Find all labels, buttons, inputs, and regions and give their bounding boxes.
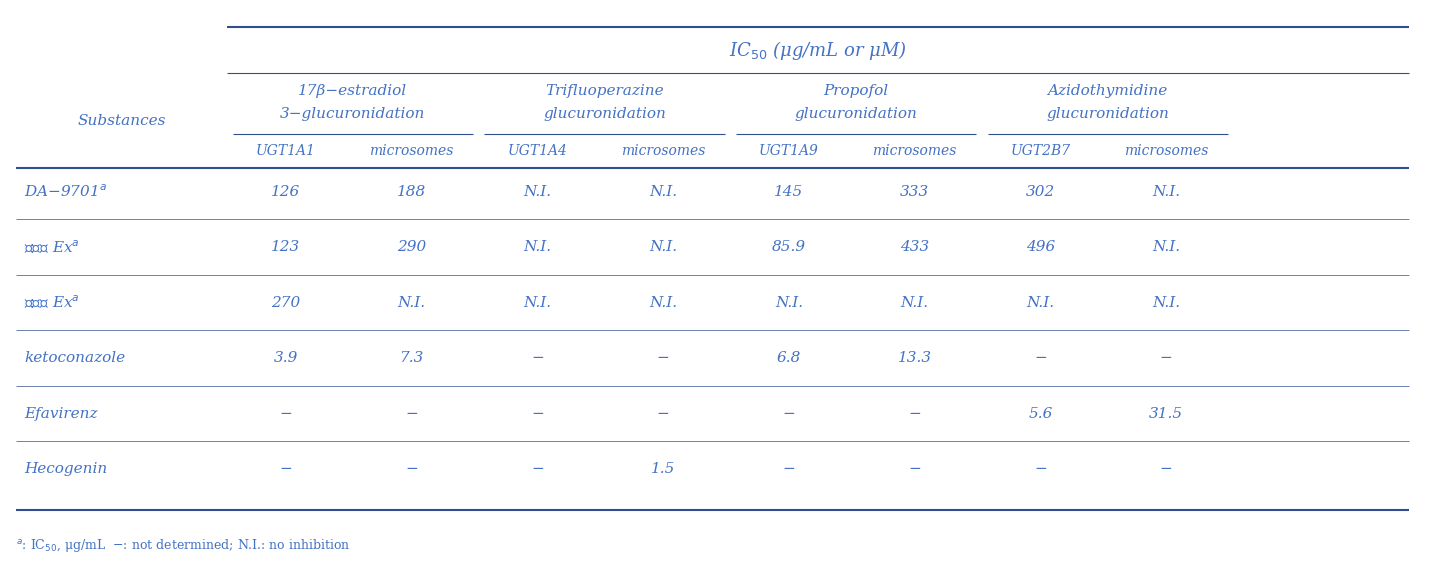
Text: N.I.: N.I. — [775, 296, 803, 310]
Text: 188: 188 — [397, 185, 427, 199]
Text: $^{a}$: IC$_{50}$, μg/mL  −: not determined; N.I.: no inhibition: $^{a}$: IC$_{50}$, μg/mL −: not determin… — [16, 537, 349, 555]
Text: N.I.: N.I. — [523, 185, 551, 199]
Text: N.I.: N.I. — [1153, 296, 1180, 310]
Text: 302: 302 — [1025, 185, 1055, 199]
Text: 433: 433 — [901, 240, 929, 254]
Text: microsomes: microsomes — [369, 144, 454, 158]
Text: −: − — [531, 351, 544, 365]
Text: N.I.: N.I. — [649, 240, 677, 254]
Text: microsomes: microsomes — [872, 144, 957, 158]
Text: 7.3: 7.3 — [400, 351, 424, 365]
Text: N.I.: N.I. — [398, 296, 425, 310]
Text: microsomes: microsomes — [621, 144, 706, 158]
Text: Hecogenin: Hecogenin — [24, 462, 107, 476]
Text: Trifluoperazine: Trifluoperazine — [546, 84, 664, 98]
Text: 31.5: 31.5 — [1148, 406, 1183, 421]
Text: Substances: Substances — [77, 114, 166, 128]
Text: −: − — [908, 406, 921, 421]
Text: −: − — [531, 462, 544, 476]
Text: −: − — [657, 406, 670, 421]
Text: 333: 333 — [901, 185, 929, 199]
Text: −: − — [1160, 351, 1173, 365]
Text: Efavirenz: Efavirenz — [24, 406, 97, 421]
Text: 126: 126 — [271, 185, 301, 199]
Text: UGT1A4: UGT1A4 — [507, 144, 567, 158]
Text: −: − — [1034, 462, 1047, 476]
Text: N.I.: N.I. — [1153, 240, 1180, 254]
Text: 85.9: 85.9 — [772, 240, 806, 254]
Text: glucuronidation: glucuronidation — [1047, 107, 1169, 121]
Text: 3−glucuronidation: 3−glucuronidation — [281, 107, 425, 121]
Text: 496: 496 — [1025, 240, 1055, 254]
Text: IC$_{50}$ (μg/mL or μM): IC$_{50}$ (μg/mL or μM) — [729, 39, 908, 62]
Text: UGT2B7: UGT2B7 — [1011, 144, 1071, 158]
Text: 145: 145 — [775, 185, 803, 199]
Text: N.I.: N.I. — [523, 296, 551, 310]
Text: Propofol: Propofol — [823, 84, 889, 98]
Text: −: − — [1034, 351, 1047, 365]
Text: 270: 270 — [271, 296, 301, 310]
Text: −: − — [405, 462, 418, 476]
Text: 13.3: 13.3 — [898, 351, 932, 365]
Text: −: − — [279, 462, 292, 476]
Text: UGT1A1: UGT1A1 — [256, 144, 315, 158]
Text: 현호색 Ex$^{a}$: 현호색 Ex$^{a}$ — [24, 239, 80, 256]
Text: DA−9701$^{a}$: DA−9701$^{a}$ — [24, 183, 107, 200]
Text: −: − — [405, 406, 418, 421]
Text: 5.6: 5.6 — [1028, 406, 1053, 421]
Text: N.I.: N.I. — [523, 240, 551, 254]
Text: −: − — [782, 462, 795, 476]
Text: Azidothymidine: Azidothymidine — [1047, 84, 1167, 98]
Text: −: − — [782, 406, 795, 421]
Text: 17β−estradiol: 17β−estradiol — [298, 84, 408, 98]
Text: 1.5: 1.5 — [652, 462, 676, 476]
Text: 견우자 Ex$^{a}$: 견우자 Ex$^{a}$ — [24, 294, 80, 312]
Text: −: − — [531, 406, 544, 421]
Text: 123: 123 — [271, 240, 301, 254]
Text: microsomes: microsomes — [1124, 144, 1209, 158]
Text: ketoconazole: ketoconazole — [24, 351, 126, 365]
Text: 3.9: 3.9 — [274, 351, 298, 365]
Text: −: − — [279, 406, 292, 421]
Text: 6.8: 6.8 — [776, 351, 800, 365]
Text: N.I.: N.I. — [649, 185, 677, 199]
Text: −: − — [908, 462, 921, 476]
Text: UGT1A9: UGT1A9 — [759, 144, 819, 158]
Text: −: − — [1160, 462, 1173, 476]
Text: N.I.: N.I. — [1027, 296, 1054, 310]
Text: −: − — [657, 351, 670, 365]
Text: N.I.: N.I. — [1153, 185, 1180, 199]
Text: 290: 290 — [397, 240, 427, 254]
Text: glucuronidation: glucuronidation — [543, 107, 666, 121]
Text: glucuronidation: glucuronidation — [795, 107, 918, 121]
Text: N.I.: N.I. — [649, 296, 677, 310]
Text: N.I.: N.I. — [901, 296, 929, 310]
